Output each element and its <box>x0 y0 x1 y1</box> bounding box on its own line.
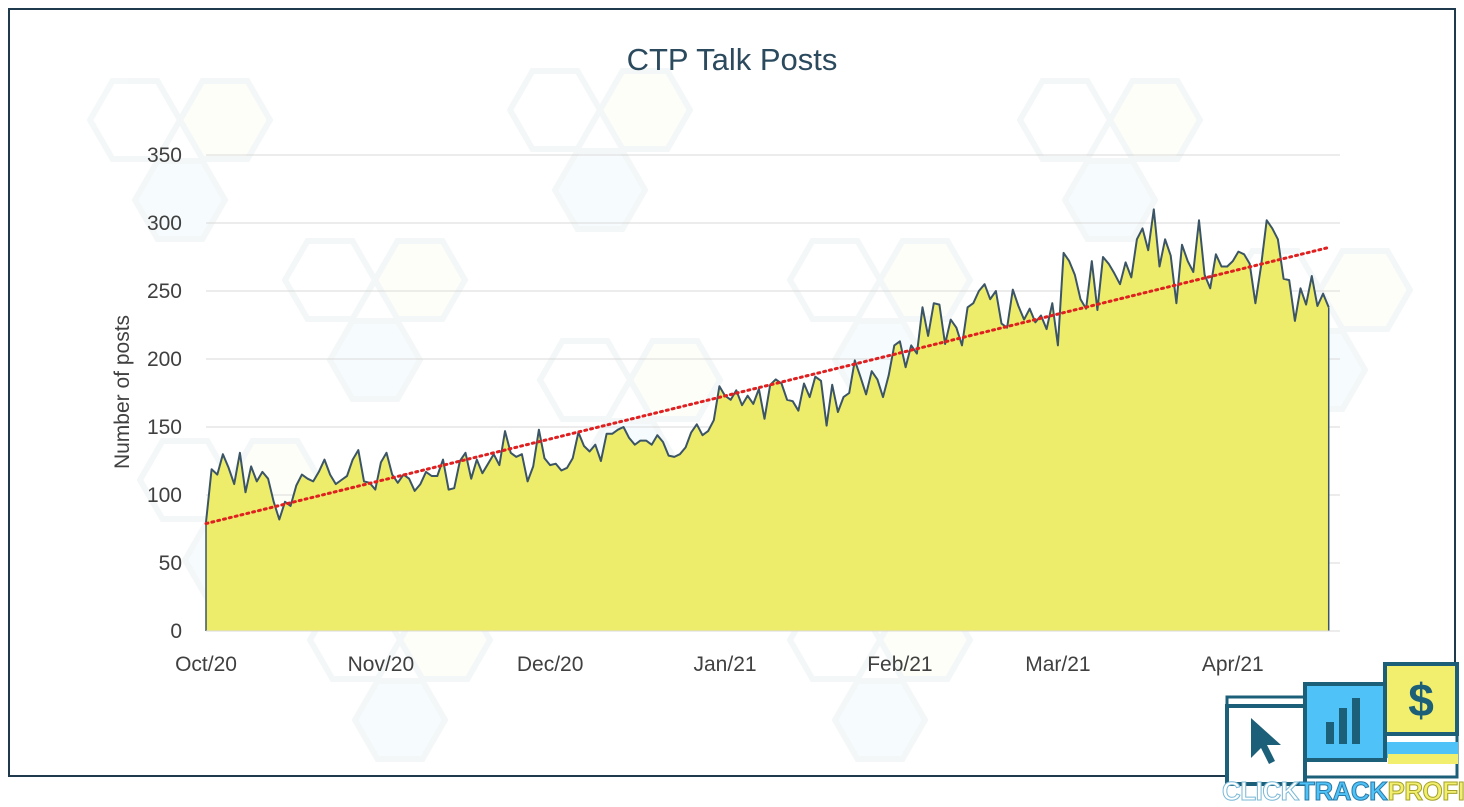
y-tick-label: 300 <box>147 212 182 235</box>
x-tick-label: Dec/20 <box>517 653 584 676</box>
logo-stripe-yellow <box>1388 754 1458 764</box>
x-tick-labels: Oct/20 Nov/20 Dec/20 Jan/21 Feb/21 Mar/21 Apr/… <box>175 653 1264 676</box>
ctp-logo-wordmark: CLICKTRACKPROFIT <box>1222 776 1464 807</box>
logo-word-click: CLICK <box>1222 776 1300 807</box>
cursor-icon <box>1251 718 1281 764</box>
trendline-series <box>204 245 1331 526</box>
watermark-hex <box>596 68 694 152</box>
area-series <box>205 208 1330 631</box>
x-tick-label: Mar/21 <box>1025 653 1090 676</box>
watermark-hex <box>1016 78 1114 162</box>
watermark-hex <box>281 238 379 322</box>
x-tick-label: Nov/20 <box>348 653 415 676</box>
watermark-hex <box>786 238 884 322</box>
chart-title: CTP Talk Posts <box>626 42 838 77</box>
watermark-hex <box>176 78 274 162</box>
watermark-hex <box>551 148 649 232</box>
watermark-hex <box>1316 248 1414 332</box>
watermark-hex <box>1061 158 1159 242</box>
x-tick-label: Feb/21 <box>867 653 932 676</box>
watermark-hex <box>351 678 449 762</box>
y-tick-label: 0 <box>170 620 182 643</box>
watermark-hex <box>536 338 634 422</box>
watermark-hex <box>131 158 229 242</box>
ctp-logo: $ <box>1225 662 1459 786</box>
area-fill <box>206 209 1329 631</box>
x-tick-label: Jan/21 <box>694 653 757 676</box>
watermark-hex <box>1106 78 1204 162</box>
logo-word-track: TRACK <box>1298 776 1388 807</box>
bar-chart-icon <box>1326 698 1360 744</box>
watermark-hex <box>626 338 724 422</box>
trendline <box>204 245 1331 526</box>
y-tick-label: 100 <box>147 484 182 507</box>
watermark-hex <box>506 68 604 152</box>
dollar-icon: $ <box>1408 674 1434 726</box>
watermark-hex <box>86 78 184 162</box>
y-tick-label: 350 <box>147 144 182 167</box>
watermark-hex <box>831 678 929 762</box>
y-tick-label: 50 <box>159 552 182 575</box>
y-axis-label: Number of posts <box>111 314 134 470</box>
watermark-hex <box>326 318 424 402</box>
y-tick-label: 200 <box>147 348 182 371</box>
dollar-tile <box>1383 662 1459 736</box>
y-tick-labels: 0 50 100 150 200 250 300 350 <box>147 144 182 643</box>
watermark-hex <box>876 238 974 322</box>
y-tick-label: 250 <box>147 280 182 303</box>
x-tick-label: Apr/21 <box>1202 653 1264 676</box>
watermark-hex <box>371 238 469 322</box>
logo-word-profit: PROFIT <box>1387 776 1464 807</box>
x-tick-label: Oct/20 <box>175 653 237 676</box>
y-tick-label: 150 <box>147 416 182 439</box>
series-line <box>205 208 1330 523</box>
